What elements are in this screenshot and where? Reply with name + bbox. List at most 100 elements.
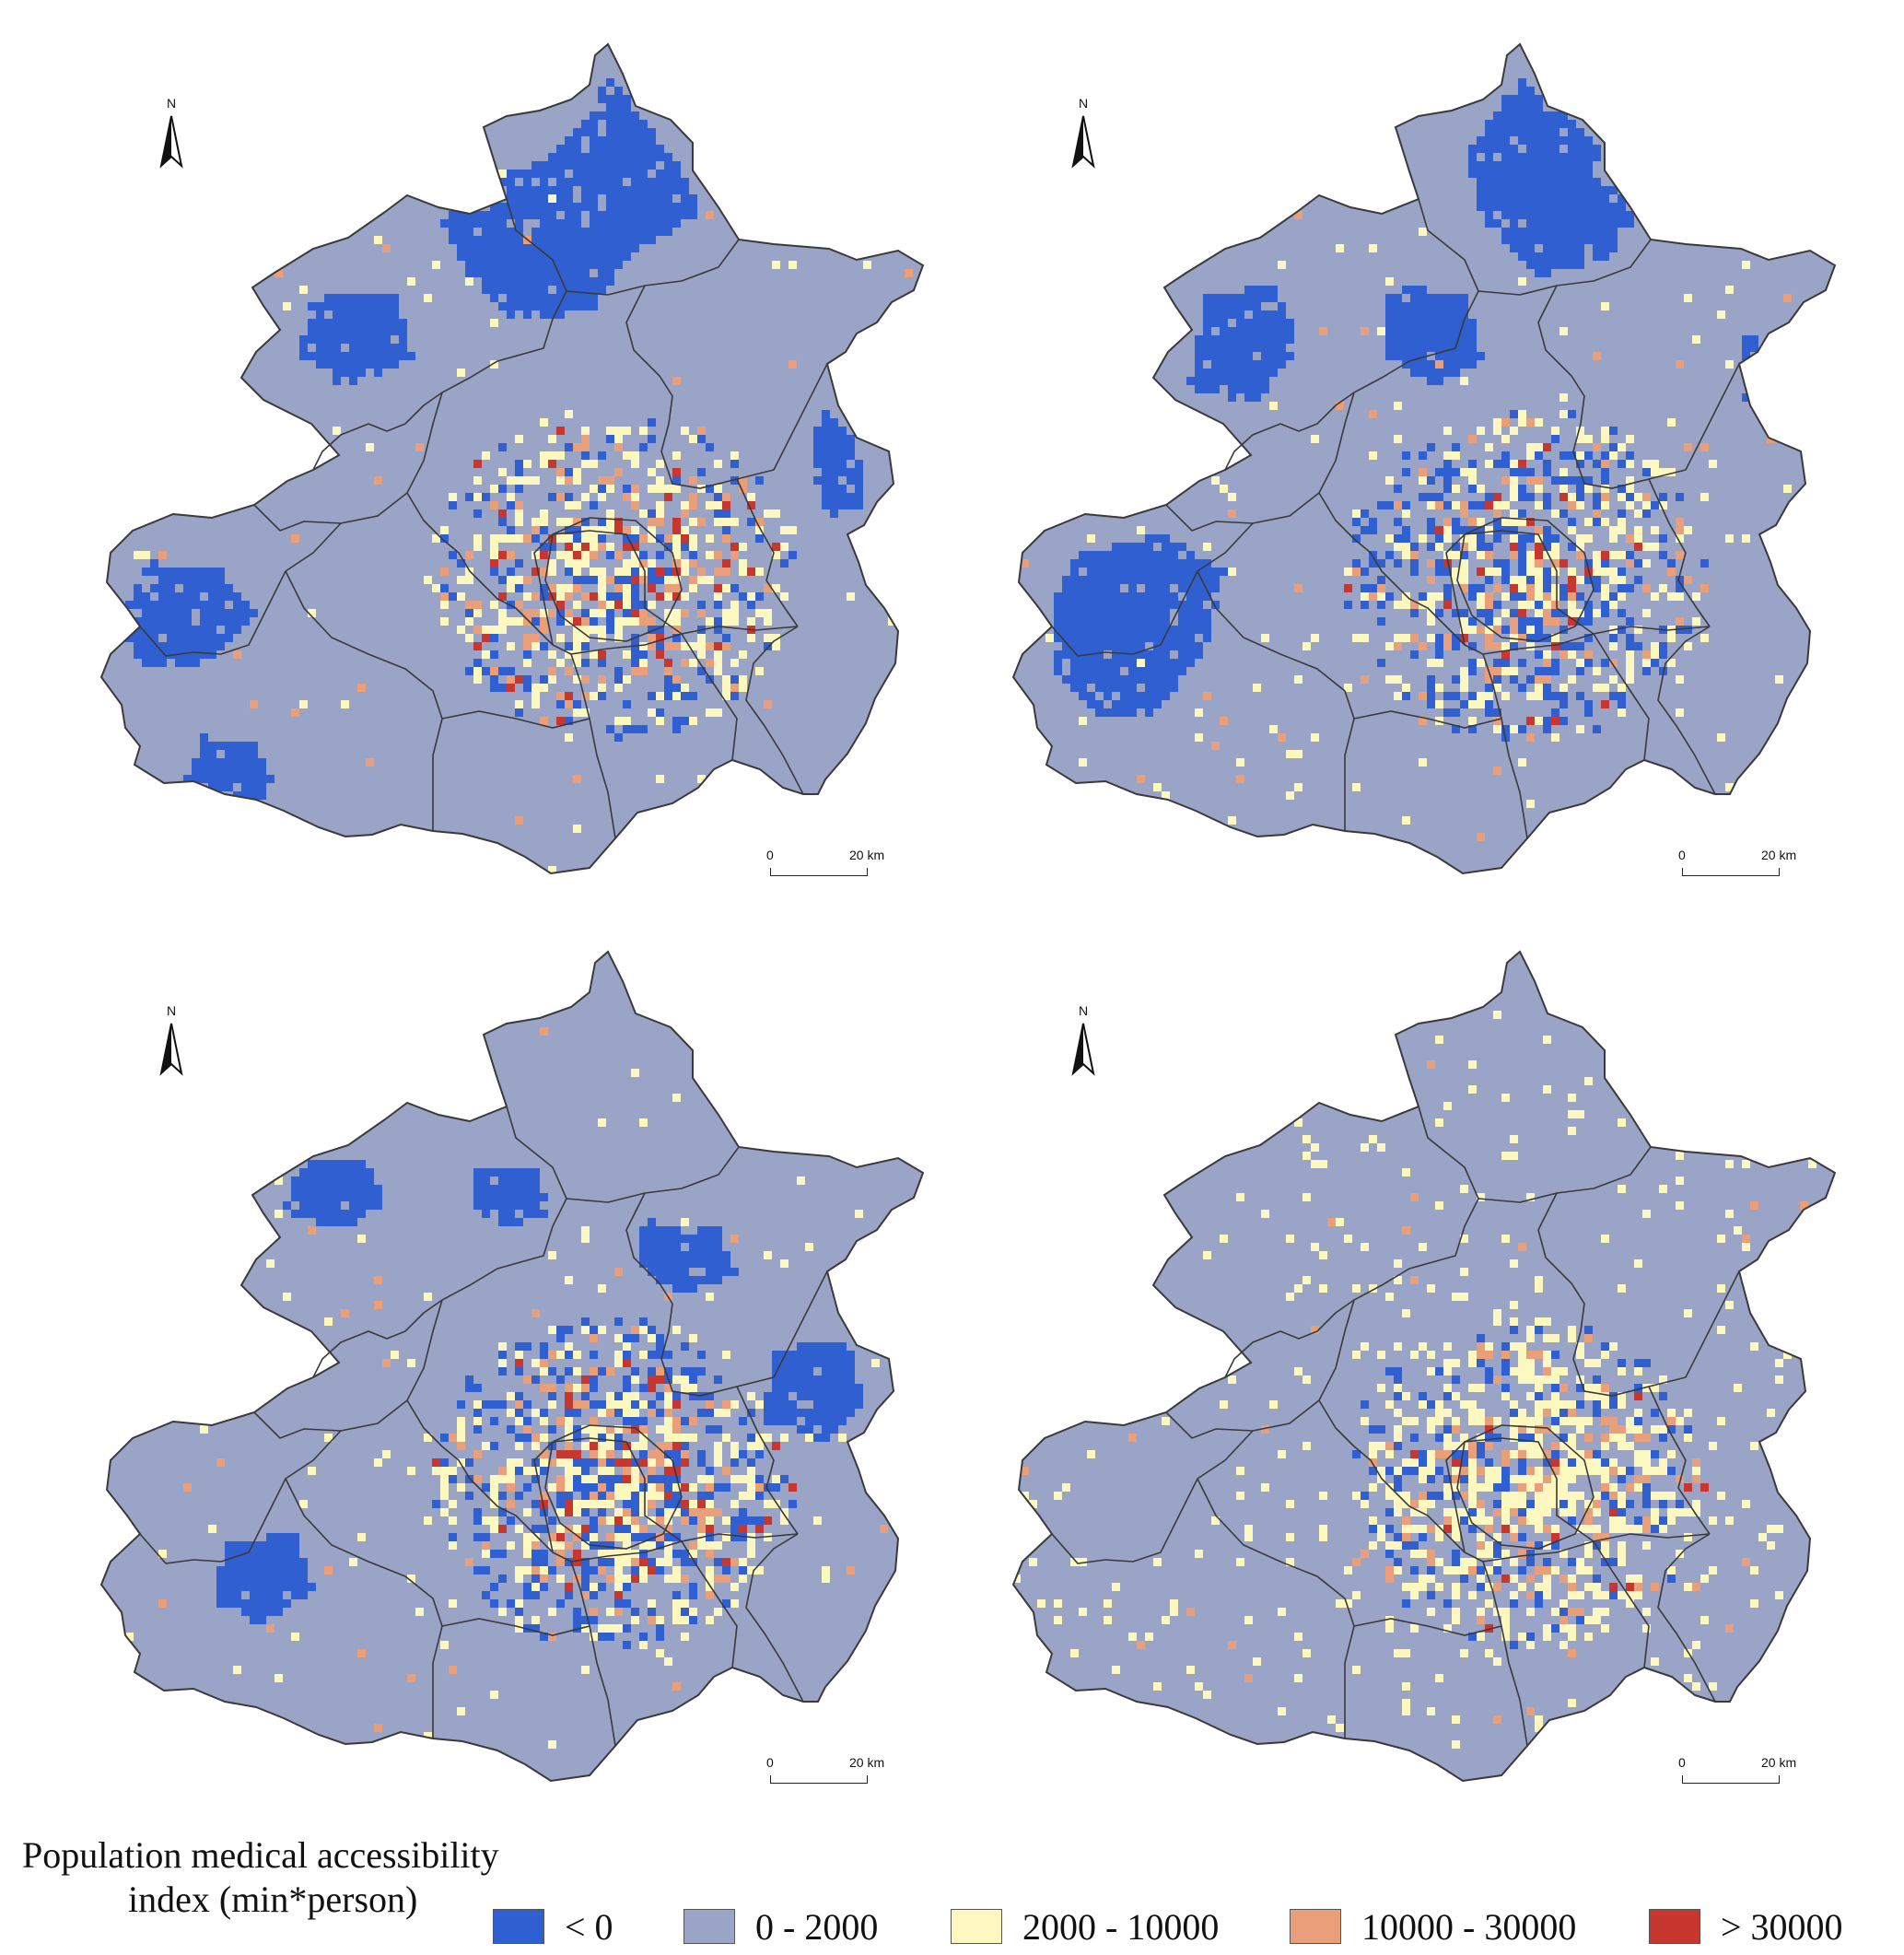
raster-cell [490, 261, 498, 269]
raster-cell [1526, 211, 1535, 219]
raster-cell [540, 1384, 548, 1392]
raster-cell [1427, 1367, 1435, 1376]
raster-cell [1676, 534, 1684, 543]
raster-cell [631, 576, 639, 584]
raster-cell [1145, 609, 1153, 617]
raster-cell [548, 1483, 556, 1492]
raster-cell [722, 1259, 730, 1268]
raster-cell [606, 1434, 614, 1442]
raster-cell [1402, 327, 1410, 335]
raster-cell [1485, 692, 1493, 700]
raster-cell [1162, 543, 1170, 551]
raster-cell [1286, 791, 1294, 800]
raster-cell [324, 1210, 333, 1218]
raster-cell [1526, 103, 1535, 111]
raster-cell [598, 451, 606, 460]
raster-cell [648, 617, 656, 626]
raster-cell [523, 1193, 531, 1201]
raster-cell [656, 509, 664, 518]
raster-cell [531, 261, 540, 269]
raster-cell [1535, 1583, 1543, 1591]
raster-cell [573, 559, 581, 568]
raster-cell [1676, 551, 1684, 559]
raster-cell [258, 1599, 266, 1608]
raster-cell [1535, 111, 1543, 120]
raster-cell [1618, 692, 1626, 700]
raster-cell [1278, 335, 1286, 344]
raster-cell [490, 1483, 498, 1492]
raster-cell [341, 319, 349, 327]
raster-cell [797, 1392, 805, 1400]
raster-cell [1485, 493, 1493, 501]
raster-cell [1419, 493, 1427, 501]
raster-cell [1435, 1558, 1443, 1566]
raster-cell [788, 1417, 797, 1425]
raster-cell [788, 526, 797, 534]
raster-cell [1095, 659, 1104, 667]
raster-cell [1460, 377, 1468, 385]
raster-cell [457, 592, 465, 601]
raster-cell [1559, 717, 1568, 725]
raster-cell [1634, 1392, 1642, 1400]
raster-cell [374, 236, 382, 244]
raster-cell [1128, 626, 1137, 634]
raster-cell [556, 1533, 565, 1541]
raster-cell [672, 451, 681, 460]
raster-cell [316, 1160, 324, 1168]
raster-cell [1443, 476, 1452, 485]
raster-cell [556, 534, 565, 543]
raster-cell [1559, 410, 1568, 418]
raster-cell [581, 1591, 590, 1599]
raster-cell [1742, 1243, 1750, 1251]
raster-cell [689, 692, 697, 700]
raster-cell [1667, 659, 1676, 667]
raster-cell [1526, 153, 1535, 161]
raster-cell [656, 1334, 664, 1342]
raster-cell [755, 1434, 764, 1442]
raster-cell [399, 335, 407, 344]
raster-cell [283, 302, 291, 310]
raster-cell [515, 460, 523, 468]
raster-cell [697, 1500, 706, 1508]
raster-cell [606, 170, 614, 178]
raster-cell [1178, 634, 1186, 642]
raster-cell [1443, 1508, 1452, 1516]
raster-cell [556, 1500, 565, 1508]
raster-cell [515, 286, 523, 294]
raster-cell [648, 642, 656, 650]
raster-cell [1460, 1293, 1468, 1301]
raster-cell [482, 1442, 490, 1450]
raster-cell [1576, 170, 1584, 178]
raster-cell [1626, 1525, 1634, 1533]
raster-cell [1609, 592, 1618, 601]
raster-cell [573, 302, 581, 310]
raster-cell [299, 1500, 308, 1508]
raster-cell [200, 576, 208, 584]
raster-cell [465, 1492, 473, 1500]
raster-cell [631, 228, 639, 236]
raster-cell [515, 1185, 523, 1193]
raster-cell [747, 1492, 755, 1500]
raster-cell [581, 286, 590, 294]
raster-cell [349, 294, 357, 302]
raster-cell [1501, 1508, 1510, 1516]
raster-cell [614, 1599, 623, 1608]
raster-cell [382, 302, 391, 310]
raster-cell [1543, 659, 1551, 667]
raster-cell [1485, 684, 1493, 692]
raster-cell [1203, 369, 1211, 377]
raster-cell [648, 634, 656, 642]
raster-cell [1402, 319, 1410, 327]
raster-cell [1493, 427, 1501, 435]
raster-cell [1286, 1500, 1294, 1508]
raster-cell [1203, 692, 1211, 700]
raster-cell [1501, 659, 1510, 667]
raster-cell [1062, 634, 1070, 642]
raster-cell [1062, 650, 1070, 659]
raster-cell [449, 1467, 457, 1475]
raster-cell [1651, 1384, 1659, 1392]
raster-cell [473, 601, 482, 609]
district-boundary [736, 478, 799, 627]
raster-cell [822, 435, 830, 443]
raster-cell [581, 642, 590, 650]
